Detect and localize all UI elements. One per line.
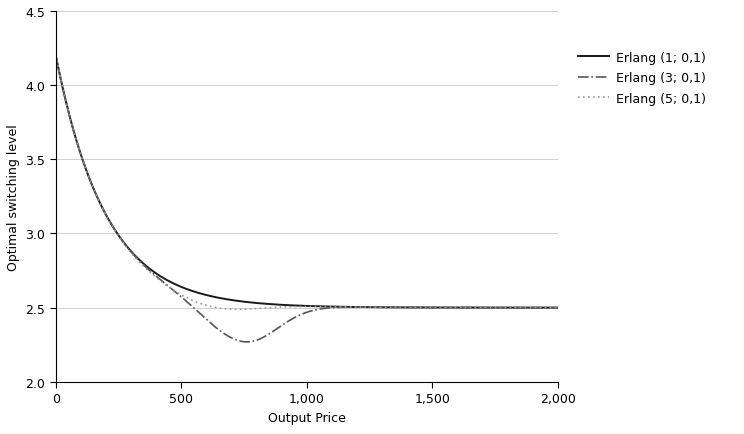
Erlang (1; 0,1) [226, 298, 235, 303]
Erlang (3; 0,1) [120, 241, 129, 247]
Erlang (3; 0,1) [503, 305, 512, 310]
Erlang (3; 0,1) [554, 305, 562, 310]
Erlang (3; 0,1) [243, 339, 251, 345]
Erlang (1; 0,1) [51, 54, 60, 59]
Erlang (5; 0,1) [136, 261, 145, 266]
Erlang (3; 0,1) [226, 335, 235, 340]
Line: Erlang (5; 0,1): Erlang (5; 0,1) [56, 56, 558, 309]
Erlang (5; 0,1) [554, 305, 562, 310]
Erlang (3; 0,1) [136, 260, 145, 265]
Line: Erlang (1; 0,1): Erlang (1; 0,1) [56, 56, 558, 308]
X-axis label: Output Price: Output Price [268, 411, 346, 424]
Erlang (5; 0,1) [68, 126, 77, 131]
Erlang (3; 0,1) [51, 54, 60, 59]
Legend: Erlang (1; 0,1), Erlang (3; 0,1), Erlang (5; 0,1): Erlang (1; 0,1), Erlang (3; 0,1), Erlang… [574, 48, 709, 109]
Erlang (5; 0,1) [200, 302, 209, 308]
Erlang (1; 0,1) [68, 126, 77, 131]
Erlang (5; 0,1) [503, 305, 512, 310]
Erlang (1; 0,1) [501, 305, 510, 310]
Erlang (5; 0,1) [233, 307, 242, 312]
Erlang (1; 0,1) [200, 293, 209, 298]
Erlang (1; 0,1) [136, 259, 145, 264]
Erlang (1; 0,1) [120, 241, 129, 246]
Y-axis label: Optimal switching level: Optimal switching level [7, 124, 20, 270]
Erlang (3; 0,1) [200, 316, 209, 321]
Erlang (5; 0,1) [120, 242, 129, 247]
Erlang (3; 0,1) [68, 126, 77, 131]
Erlang (1; 0,1) [554, 305, 562, 310]
Line: Erlang (3; 0,1): Erlang (3; 0,1) [56, 56, 558, 342]
Erlang (5; 0,1) [226, 307, 235, 312]
Erlang (5; 0,1) [51, 54, 60, 59]
